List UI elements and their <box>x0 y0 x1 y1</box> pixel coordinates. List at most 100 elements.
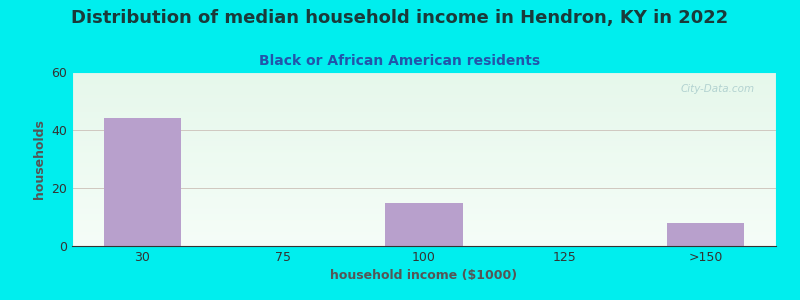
Bar <box>72 224 776 225</box>
Bar <box>72 78 776 79</box>
Bar <box>72 174 776 175</box>
Bar <box>72 111 776 112</box>
Bar <box>72 166 776 167</box>
Bar <box>72 169 776 170</box>
Bar <box>72 196 776 197</box>
Bar <box>72 130 776 131</box>
Bar <box>72 149 776 150</box>
Bar <box>72 137 776 138</box>
Bar <box>72 91 776 92</box>
Bar <box>72 158 776 159</box>
Bar <box>72 87 776 88</box>
Bar <box>72 206 776 207</box>
Bar <box>72 127 776 128</box>
Bar <box>72 191 776 192</box>
Bar <box>72 114 776 115</box>
Bar <box>72 235 776 236</box>
Bar <box>72 154 776 155</box>
Bar <box>72 125 776 126</box>
Bar <box>72 189 776 190</box>
Bar <box>72 231 776 232</box>
Bar <box>72 97 776 98</box>
Bar <box>72 96 776 97</box>
Bar <box>72 115 776 116</box>
Bar <box>72 163 776 164</box>
Bar <box>72 152 776 153</box>
Bar <box>72 120 776 121</box>
Bar <box>72 119 776 120</box>
Bar <box>72 134 776 135</box>
Bar <box>72 139 776 140</box>
Bar <box>72 123 776 124</box>
Bar <box>72 128 776 129</box>
Bar <box>72 201 776 202</box>
Bar <box>72 209 776 210</box>
Bar <box>72 190 776 191</box>
Bar <box>72 93 776 94</box>
Bar <box>72 80 776 81</box>
Bar <box>72 118 776 119</box>
Bar <box>72 233 776 234</box>
Bar <box>72 211 776 212</box>
Bar <box>72 223 776 224</box>
Bar <box>72 151 776 152</box>
Bar <box>72 227 776 228</box>
Bar <box>72 183 776 184</box>
Bar <box>72 105 776 106</box>
Bar <box>72 146 776 147</box>
Bar <box>72 140 776 141</box>
Bar <box>72 81 776 82</box>
Bar <box>72 90 776 91</box>
Bar <box>72 144 776 145</box>
Bar <box>72 82 776 83</box>
Bar <box>72 136 776 137</box>
Bar <box>72 212 776 213</box>
Bar <box>72 157 776 158</box>
Bar <box>72 177 776 178</box>
Bar <box>72 89 776 90</box>
Bar <box>72 172 776 173</box>
Bar <box>72 167 776 168</box>
Bar <box>72 175 776 176</box>
Bar <box>72 162 776 163</box>
Bar <box>72 79 776 80</box>
Bar <box>72 205 776 206</box>
Bar <box>72 184 776 185</box>
Bar <box>72 100 776 101</box>
Bar <box>72 239 776 240</box>
Bar <box>72 161 776 162</box>
Bar <box>72 121 776 122</box>
Bar <box>72 82 776 83</box>
Bar <box>72 173 776 174</box>
Bar <box>72 154 776 155</box>
Bar <box>72 171 776 172</box>
Bar <box>72 213 776 214</box>
Bar <box>72 113 776 114</box>
Text: Black or African American residents: Black or African American residents <box>259 54 541 68</box>
Bar <box>72 148 776 149</box>
Bar <box>386 202 462 246</box>
Bar <box>72 169 776 170</box>
Bar <box>72 107 776 108</box>
Bar <box>72 109 776 110</box>
Bar <box>72 160 776 161</box>
Bar <box>72 168 776 169</box>
Bar <box>72 204 776 205</box>
Bar <box>72 238 776 239</box>
Bar <box>72 203 776 204</box>
Bar <box>72 226 776 227</box>
Bar <box>72 135 776 136</box>
Bar <box>72 245 776 246</box>
Bar <box>72 207 776 208</box>
Bar <box>72 193 776 194</box>
Bar <box>72 95 776 96</box>
Bar <box>72 104 776 105</box>
Bar <box>72 88 776 89</box>
Bar <box>72 232 776 233</box>
Bar <box>72 85 776 86</box>
Bar <box>72 195 776 196</box>
Bar <box>72 244 776 245</box>
Bar <box>72 182 776 183</box>
Text: City-Data.com: City-Data.com <box>681 84 755 94</box>
Bar <box>72 164 776 165</box>
